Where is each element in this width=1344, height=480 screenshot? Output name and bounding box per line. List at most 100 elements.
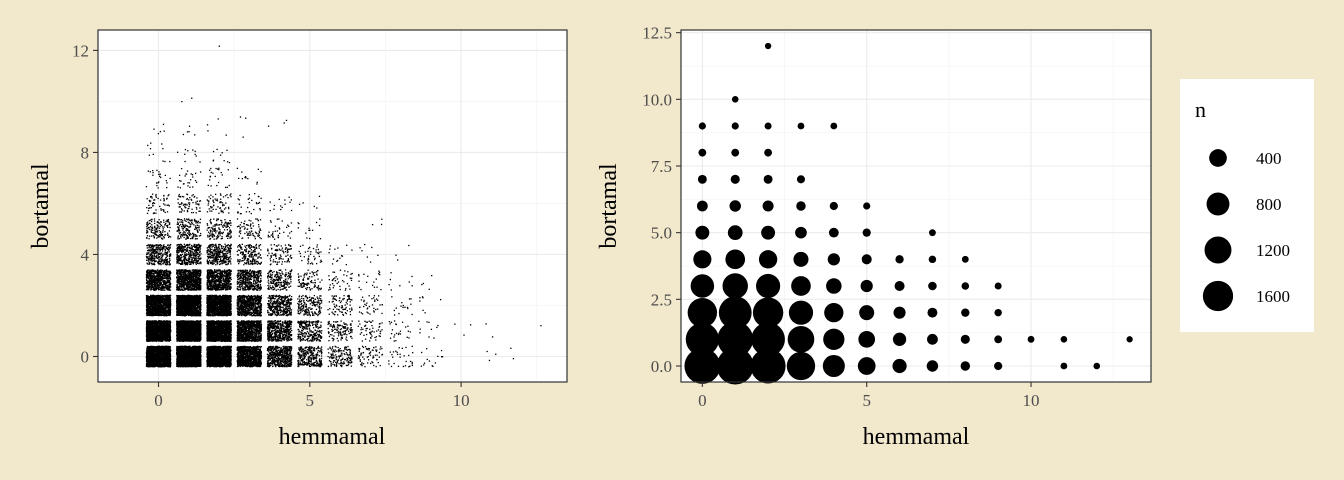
jitter-point	[167, 307, 170, 309]
jitter-point	[165, 345, 167, 348]
jitter-point	[158, 305, 161, 307]
jitter-point	[162, 352, 164, 354]
jitter-point	[158, 327, 160, 329]
jitter-point	[168, 356, 170, 358]
jitter-point	[158, 365, 160, 367]
jitter-point	[147, 340, 149, 342]
jitter-point	[168, 339, 171, 342]
jitter-point	[151, 272, 153, 275]
jitter-point	[161, 358, 163, 360]
jitter-point	[163, 348, 165, 350]
jitter-point	[150, 352, 152, 354]
jitter-point	[149, 321, 152, 323]
jitter-point	[168, 329, 170, 331]
jitter-point	[165, 294, 167, 297]
jitter-point	[146, 348, 148, 351]
jitter-point	[168, 352, 170, 354]
jitter-point	[157, 353, 159, 355]
jitter-point	[167, 313, 170, 315]
jitter-point	[148, 355, 150, 358]
jitter-point	[164, 335, 166, 337]
jitter-point	[154, 337, 156, 339]
jitter-point	[165, 324, 167, 326]
jitter-point	[154, 356, 156, 358]
jitter-point	[146, 364, 149, 366]
jitter-point	[157, 336, 159, 338]
jitter-point	[160, 320, 162, 322]
jitter-point	[157, 312, 160, 315]
jitter-point	[165, 333, 168, 336]
jitter-point	[167, 338, 169, 340]
jitter-point	[159, 353, 161, 355]
jitter-point	[158, 357, 161, 359]
jitter-point	[159, 365, 161, 367]
jitter-point	[165, 305, 167, 308]
jitter-point	[161, 340, 164, 342]
jitter-point	[155, 356, 158, 359]
jitter-point	[155, 356, 157, 358]
jitter-point	[161, 360, 164, 362]
jitter-point	[163, 324, 165, 326]
jitter-point	[154, 352, 156, 354]
jitter-point	[162, 312, 164, 314]
jitter-point	[148, 322, 150, 325]
jitter-point	[157, 346, 159, 348]
jitter-point	[147, 300, 149, 302]
jitter-point	[154, 361, 156, 363]
jitter-point	[166, 347, 169, 349]
jitter-point	[162, 295, 164, 297]
jitter-point	[169, 358, 171, 360]
jitter-point	[158, 331, 161, 333]
jitter-point	[163, 351, 165, 353]
jitter-point	[150, 364, 152, 367]
jitter-point	[161, 364, 163, 366]
jitter-point	[167, 348, 169, 350]
jitter-point	[157, 304, 159, 306]
jitter-point	[163, 357, 166, 360]
jitter-point	[166, 355, 169, 357]
jitter-point	[169, 364, 171, 366]
jitter-point	[168, 363, 170, 365]
jitter-point	[167, 331, 170, 333]
jitter-point	[154, 329, 156, 331]
jitter-point	[150, 362, 152, 365]
jitter-point	[158, 349, 160, 351]
jitter-point	[162, 337, 164, 339]
jitter-point	[155, 353, 157, 355]
jitter-point	[167, 277, 169, 280]
jitter-point	[146, 355, 148, 357]
jitter-point	[167, 305, 169, 307]
jitter-point	[155, 346, 157, 348]
jitter-point	[169, 336, 171, 338]
jitter-point	[151, 327, 153, 330]
jitter-point	[149, 358, 151, 360]
jitter-point	[152, 350, 155, 352]
jitter-point	[165, 340, 168, 342]
jitter-point	[151, 329, 153, 331]
jitter-point	[162, 355, 164, 358]
jitter-point	[147, 326, 149, 329]
jitter-point	[167, 361, 170, 363]
jitter-point	[146, 347, 148, 349]
jitter-point	[151, 348, 154, 350]
jitter-point	[161, 275, 164, 277]
jitter-point	[148, 349, 151, 352]
jitter-point	[160, 362, 163, 364]
jitter-point	[166, 363, 168, 365]
jitter-point	[149, 357, 152, 360]
jitter-point	[155, 360, 157, 362]
jitter-point	[154, 358, 157, 360]
jitter-point	[152, 359, 154, 361]
jitter-point	[147, 347, 149, 350]
jitter-point	[163, 359, 165, 361]
jitter-point	[153, 360, 155, 362]
jitter-point	[166, 347, 168, 350]
jitter-point	[164, 311, 166, 313]
jitter-point	[166, 295, 168, 297]
jitter-point	[150, 351, 153, 353]
jitter-point	[159, 348, 162, 350]
jitter-point	[146, 308, 148, 310]
jitter-point	[161, 314, 164, 316]
jitter-point	[151, 355, 154, 357]
jitter-point	[157, 349, 159, 351]
